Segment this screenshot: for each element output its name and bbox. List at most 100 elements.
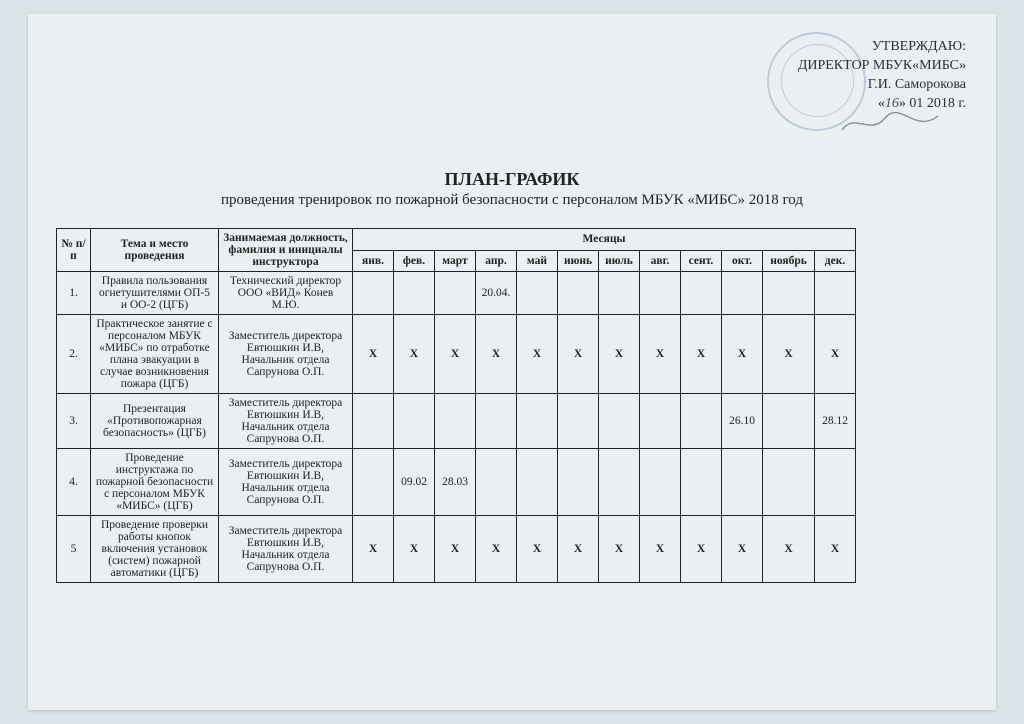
table-row: 4.Проведение инструктажа по пожарной без… xyxy=(57,449,856,516)
cell-month xyxy=(640,449,681,516)
approval-line3: Г.И. Саморокова xyxy=(798,76,966,95)
cell-month: X xyxy=(558,315,599,394)
cell-month: X xyxy=(599,315,640,394)
cell-month xyxy=(640,394,681,449)
date-day: 16 xyxy=(885,96,899,111)
header-month: авг. xyxy=(640,250,681,272)
cell-month: 28.12 xyxy=(815,394,856,449)
cell-month xyxy=(558,449,599,516)
cell-month: X xyxy=(599,516,640,583)
signature-icon xyxy=(840,110,940,138)
title-block: ПЛАН-ГРАФИК проведения тренировок по пож… xyxy=(28,169,996,209)
cell-instructor: Заместитель директора Евтюшкин И.В, Нача… xyxy=(219,394,353,449)
cell-month xyxy=(681,449,722,516)
cell-month xyxy=(763,394,815,449)
header-month: июнь xyxy=(558,250,599,272)
cell-num: 3. xyxy=(57,394,91,449)
cell-topic: Правила пользования огнетушителями ОП-5 … xyxy=(91,272,219,315)
table-head: № п/п Тема и место проведения Занимаемая… xyxy=(57,229,856,272)
cell-month xyxy=(353,272,394,315)
table-row: 2.Практическое занятие с персоналом МБУК… xyxy=(57,315,856,394)
cell-month xyxy=(815,272,856,315)
cell-month xyxy=(763,449,815,516)
cell-month: X xyxy=(435,516,476,583)
header-month: июль xyxy=(599,250,640,272)
header-row-1: № п/п Тема и место проведения Занимаемая… xyxy=(57,229,856,251)
header-month: янв. xyxy=(353,250,394,272)
table-row: 1.Правила пользования огнетушителями ОП-… xyxy=(57,272,856,315)
cell-topic: Презентация «Противопожарная безопасност… xyxy=(91,394,219,449)
cell-month xyxy=(815,449,856,516)
cell-instructor: Заместитель директора Евтюшкин И.В, Нача… xyxy=(219,315,353,394)
header-month: май xyxy=(517,250,558,272)
cell-month: X xyxy=(394,315,435,394)
cell-month: X xyxy=(558,516,599,583)
cell-month: X xyxy=(394,516,435,583)
cell-month: X xyxy=(763,315,815,394)
cell-month: X xyxy=(722,516,763,583)
cell-month: X xyxy=(517,516,558,583)
cell-num: 1. xyxy=(57,272,91,315)
title-sub: проведения тренировок по пожарной безопа… xyxy=(28,192,996,209)
cell-month xyxy=(476,449,517,516)
cell-month xyxy=(517,449,558,516)
cell-month xyxy=(394,272,435,315)
approval-line2: ДИРЕКТОР МБУК«МИБС» xyxy=(798,57,966,76)
document-page: УТВЕРЖДАЮ: ДИРЕКТОР МБУК«МИБС» Г.И. Само… xyxy=(28,14,996,710)
cell-month xyxy=(681,394,722,449)
cell-month xyxy=(435,394,476,449)
cell-month xyxy=(353,449,394,516)
date-prefix: « xyxy=(878,96,885,111)
cell-month xyxy=(763,272,815,315)
cell-month: X xyxy=(353,516,394,583)
header-month: фев. xyxy=(394,250,435,272)
cell-month: 09.02 xyxy=(394,449,435,516)
plan-table: № п/п Тема и место проведения Занимаемая… xyxy=(56,228,856,583)
cell-month xyxy=(599,272,640,315)
cell-month xyxy=(558,394,599,449)
table-row: 5Проведение проверки работы кнопок включ… xyxy=(57,516,856,583)
cell-num: 2. xyxy=(57,315,91,394)
header-month: март xyxy=(435,250,476,272)
cell-month: X xyxy=(763,516,815,583)
date-year: 2018 г. xyxy=(927,96,966,111)
date-mid: » 01 xyxy=(899,96,927,111)
cell-month: X xyxy=(815,516,856,583)
cell-month: X xyxy=(722,315,763,394)
cell-month xyxy=(681,272,722,315)
cell-month: 26.10 xyxy=(722,394,763,449)
cell-num: 4. xyxy=(57,449,91,516)
cell-month: X xyxy=(435,315,476,394)
cell-month xyxy=(722,272,763,315)
table-body: 1.Правила пользования огнетушителями ОП-… xyxy=(57,272,856,583)
cell-month: X xyxy=(681,516,722,583)
header-month: апр. xyxy=(476,250,517,272)
cell-month: X xyxy=(353,315,394,394)
cell-month: 28.03 xyxy=(435,449,476,516)
cell-topic: Проведение проверки работы кнопок включе… xyxy=(91,516,219,583)
cell-month: X xyxy=(815,315,856,394)
cell-month xyxy=(640,272,681,315)
header-months-group: Месяцы xyxy=(353,229,856,251)
cell-instructor: Заместитель директора Евтюшкин И.В, Нача… xyxy=(219,449,353,516)
cell-month xyxy=(517,394,558,449)
cell-month: X xyxy=(476,315,517,394)
cell-month: X xyxy=(640,315,681,394)
cell-month xyxy=(722,449,763,516)
cell-instructor: Заместитель директора Евтюшкин И.В, Нача… xyxy=(219,516,353,583)
cell-month xyxy=(558,272,599,315)
cell-instructor: Технический директор ООО «ВИД» Конев М.Ю… xyxy=(219,272,353,315)
cell-month: X xyxy=(476,516,517,583)
header-month: дек. xyxy=(815,250,856,272)
table-row: 3.Презентация «Противопожарная безопасно… xyxy=(57,394,856,449)
cell-month: X xyxy=(517,315,558,394)
header-instructor: Занимаемая должность, фамилия и инициалы… xyxy=(219,229,353,272)
cell-num: 5 xyxy=(57,516,91,583)
cell-month: X xyxy=(640,516,681,583)
approval-block: УТВЕРЖДАЮ: ДИРЕКТОР МБУК«МИБС» Г.И. Само… xyxy=(798,38,966,114)
cell-month xyxy=(599,449,640,516)
cell-month xyxy=(476,394,517,449)
cell-topic: Проведение инструктажа по пожарной безоп… xyxy=(91,449,219,516)
approval-line1: УТВЕРЖДАЮ: xyxy=(798,38,966,57)
cell-month: 20.04. xyxy=(476,272,517,315)
